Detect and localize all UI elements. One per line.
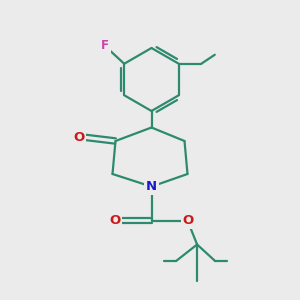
Text: O: O (73, 131, 85, 144)
Text: O: O (109, 214, 121, 227)
Text: N: N (146, 180, 157, 193)
Text: F: F (101, 39, 109, 52)
Text: O: O (182, 214, 194, 227)
